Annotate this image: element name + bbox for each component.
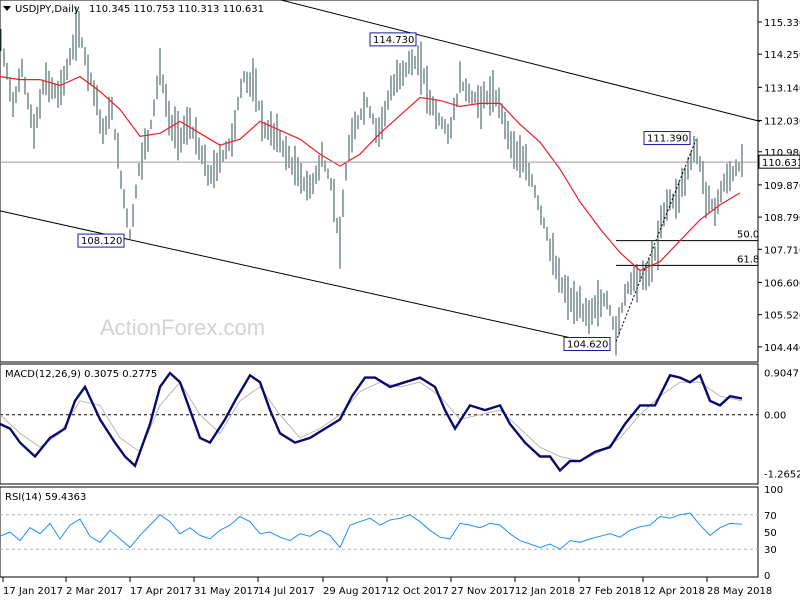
- macd-main-line: [0, 371, 743, 473]
- channel-lines: [0, 0, 761, 348]
- macd-title: MACD(12,26,9) 0.3075 0.2775: [5, 369, 157, 380]
- channel-lower-line: [0, 210, 611, 348]
- price-tick-label: 112.030: [764, 116, 800, 127]
- fib-label: 61.8: [737, 254, 759, 265]
- price-tick-label: 106.600: [764, 278, 800, 289]
- rsi-line: [0, 512, 743, 550]
- x-tick-label: 17 Apr 2017: [130, 586, 192, 597]
- x-tick-label: 12 Jan 2018: [515, 586, 575, 597]
- x-tick-label: 17 Jan 2017: [3, 586, 63, 597]
- macd-panel-frame: [0, 363, 759, 485]
- ohlc-values: 110.345 110.753 110.313 110.631: [89, 4, 264, 15]
- annotation-label: 111.390: [647, 134, 688, 145]
- annotation-box: [563, 337, 611, 352]
- watermark: ActionForex.com: [100, 315, 265, 340]
- header: USDJPY,Daily 110.345 110.753 110.313 110…: [3, 4, 264, 15]
- macd-tick-label: -1.2652: [764, 469, 800, 480]
- annotation-label: 104.620: [567, 340, 608, 351]
- x-axis: 17 Jan 2017 2 Mar 2017 17 Apr 2017 31 May 2…: [2, 577, 772, 597]
- rsi-tick-label: 30: [764, 545, 777, 556]
- fib-lines: 50.0 61.8: [616, 230, 759, 266]
- macd-signal-line: [0, 381, 743, 462]
- dropdown-triangle-icon[interactable]: [3, 6, 11, 11]
- price-tick-label: 110.980: [764, 148, 800, 159]
- current-price-label: 110.631: [762, 158, 800, 169]
- price-tick-label: 104.440: [764, 343, 800, 354]
- x-tick-label: 12 Apr 2018: [643, 586, 705, 597]
- moving-average: [0, 75, 741, 272]
- current-price: 110.631: [0, 154, 800, 169]
- macd-tick-label: 0.9047: [764, 369, 799, 380]
- price-axis: 115.330 114.250 113.140 112.030 110.980 109.8…: [758, 18, 800, 354]
- rsi-title: RSI(14) 59.4363: [5, 492, 86, 503]
- ma-line: [0, 75, 741, 272]
- macd-lines: [0, 371, 743, 473]
- x-tick-label: 28 May 2018: [707, 586, 772, 597]
- rsi-tick-label: 0: [764, 571, 770, 582]
- annotation-label: 114.730: [373, 35, 414, 46]
- price-tick-label: 109.870: [764, 181, 800, 192]
- annotation-box: [369, 32, 417, 47]
- channel-upper-line: [278, 0, 761, 122]
- current-price-box: [758, 154, 800, 169]
- price-tick-label: 115.330: [764, 18, 800, 29]
- x-tick-label: 12 Oct 2017: [387, 586, 449, 597]
- price-panel: ActionForex.com 115.330 114.250 113.140 112…: [0, 0, 800, 363]
- rsi-tick-label: 100: [764, 485, 783, 496]
- rsi-tick-label: 70: [764, 511, 777, 522]
- annotation-box: [77, 233, 125, 248]
- fib-label: 50.0: [737, 230, 759, 241]
- rsi-axis: 100 70 50 30 0: [0, 485, 783, 582]
- macd-panel: MACD(12,26,9) 0.3075 0.2775 0.9047 0.00 -1…: [0, 363, 800, 485]
- x-tick-label: 2 Mar 2017: [66, 586, 123, 597]
- price-panel-frame: [0, 0, 759, 363]
- trend-line: [615, 139, 697, 342]
- price-annotations: 114.730 108.120 111.390 104.620: [77, 32, 697, 352]
- macd-tick-label: 0.00: [764, 411, 786, 422]
- annotation-box: [643, 131, 691, 146]
- price-tick-label: 105.520: [764, 311, 800, 322]
- annotation-label: 108.120: [81, 236, 122, 247]
- symbol-label: USDJPY,Daily: [15, 4, 80, 15]
- x-tick-label: 31 May 2017: [194, 586, 259, 597]
- x-tick-label: 27 Nov 2017: [451, 586, 515, 597]
- rsi-tick-label: 50: [764, 528, 777, 539]
- x-tick-label: 14 Jul 2017: [258, 586, 315, 597]
- price-tick-label: 108.790: [764, 213, 800, 224]
- rsi-line: [0, 512, 743, 550]
- price-tick-label: 113.140: [764, 83, 800, 94]
- price-tick-label: 107.710: [764, 245, 800, 256]
- rsi-panel: RSI(14) 59.4363 100 70 50 30 0: [0, 485, 783, 582]
- price-tick-label: 114.250: [764, 50, 800, 61]
- x-tick-label: 27 Feb 2018: [579, 586, 641, 597]
- x-tick-label: 29 Aug 2017: [323, 586, 387, 597]
- rsi-panel-frame: [0, 486, 759, 578]
